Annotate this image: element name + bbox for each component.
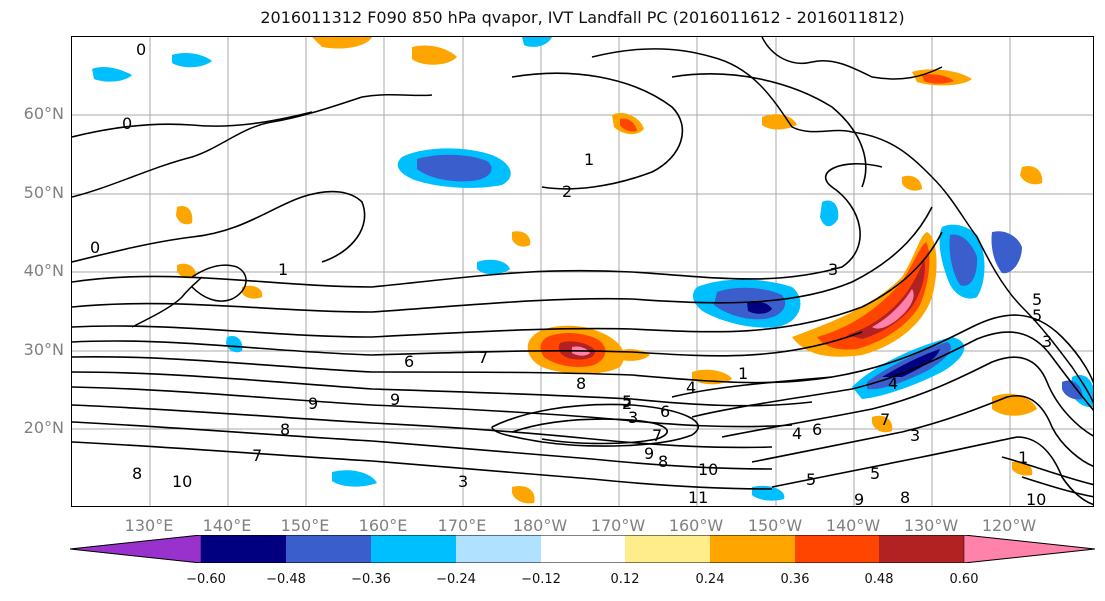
lat-label-60n: 60°N <box>23 104 64 123</box>
contour-label: 3 <box>628 408 638 427</box>
lon-label-150w: 150°W <box>747 516 803 535</box>
contour-label: 7 <box>252 446 262 465</box>
colorbar-tick-label: 0.60 <box>949 572 979 587</box>
contour-label: 7 <box>652 426 662 445</box>
lon-label-170w: 170°W <box>590 516 646 535</box>
contour-label: 5 <box>806 470 816 489</box>
contour-label: 3 <box>910 426 920 445</box>
lon-label-120w: 120°W <box>981 516 1037 535</box>
contour-label: 2 <box>622 394 632 413</box>
colorbar-tick-label: −0.60 <box>186 572 226 587</box>
qvapor-shading <box>92 37 1093 504</box>
colorbar-segment <box>286 535 371 563</box>
contour-label: 1 <box>738 364 748 383</box>
contour-label: 9 <box>644 444 654 463</box>
lon-label-180w: 180°W <box>512 516 568 535</box>
lat-label-50n: 50°N <box>23 183 64 202</box>
map-canvas: 0 0 0 1 2 1 3 6 7 8 9 8 9 8 7 3 4 5 6 7 … <box>72 37 1093 507</box>
contour-label: 6 <box>812 420 822 439</box>
contour-label: 0 <box>122 114 132 133</box>
lat-label-40n: 40°N <box>23 261 64 280</box>
colorbar-segment <box>710 535 795 563</box>
contour-label: 1 <box>1018 448 1028 467</box>
contour-label: 4 <box>686 378 696 397</box>
map-panel: 0 0 0 1 2 1 3 6 7 8 9 8 9 8 7 3 4 5 6 7 … <box>71 36 1094 507</box>
contour-label: 4 <box>888 374 898 393</box>
contour-labels: 0 0 0 1 2 1 3 6 7 8 9 8 9 8 7 3 4 5 6 7 … <box>90 40 1052 507</box>
contour-label: 6 <box>404 352 414 371</box>
contour-label: 11 <box>688 488 708 507</box>
contour-label: 0 <box>136 40 146 59</box>
colorbar-tick-label: 0.48 <box>864 572 894 587</box>
contour-label: 8 <box>132 464 142 483</box>
colorbar-segment <box>541 535 625 563</box>
lon-label-160w: 160°W <box>668 516 724 535</box>
colorbar-tick-label: 0.24 <box>695 572 725 587</box>
colorbar-segment <box>795 535 879 563</box>
colorbar-segment <box>456 535 541 563</box>
lon-label-140w: 140°W <box>825 516 881 535</box>
colorbar-tick-label: −0.48 <box>266 572 306 587</box>
contour-label: 10 <box>172 472 192 491</box>
colorbar-segment <box>371 535 456 563</box>
contour-label: 3 <box>1042 332 1052 351</box>
contour-label: 3 <box>458 472 468 491</box>
contour-label: 0 <box>90 238 100 257</box>
contour-label: 4 <box>792 424 802 443</box>
contour-label: 8 <box>280 420 290 439</box>
colorbar-segment <box>879 535 964 563</box>
contour-label: 1 <box>278 260 288 279</box>
colorbar <box>70 535 1095 563</box>
colorbar-segment <box>201 535 286 563</box>
coastlines <box>72 37 1093 404</box>
contour-label: 5 <box>870 464 880 483</box>
contour-label: 6 <box>660 402 670 421</box>
contour-label: 1 <box>584 150 594 169</box>
colorbar-extend-max <box>963 535 1095 563</box>
lon-label-140e: 140°E <box>202 516 252 535</box>
contour-label: 9 <box>390 390 400 409</box>
contour-label: 5 <box>1032 306 1042 325</box>
contour-label: 10 <box>1026 490 1046 507</box>
colorbar-segment <box>625 535 710 563</box>
contour-label: 8 <box>658 452 668 471</box>
colorbar-tick-label: −0.36 <box>351 572 391 587</box>
lat-label-20n: 20°N <box>23 418 64 437</box>
lon-label-160e: 160°E <box>358 516 408 535</box>
contour-label: 10 <box>698 460 718 479</box>
colorbar-tick-label: −0.24 <box>436 572 476 587</box>
contour-label: 5 <box>622 392 632 411</box>
contour-label: 8 <box>900 488 910 507</box>
contour-label: 2 <box>562 182 572 201</box>
contour-label: 7 <box>478 348 488 367</box>
colorbar-tick-label: 0.12 <box>610 572 640 587</box>
map-title: 2016011312 F090 850 hPa qvapor, IVT Land… <box>260 8 905 27</box>
contour-label: 9 <box>854 490 864 507</box>
colorbar-tick-label: −0.12 <box>521 572 561 587</box>
lon-label-130w: 130°W <box>903 516 959 535</box>
lon-label-170e: 170°E <box>437 516 487 535</box>
contour-label: 8 <box>576 374 586 393</box>
contour-label: 9 <box>308 394 318 413</box>
lat-label-30n: 30°N <box>23 340 64 359</box>
lon-label-150e: 150°E <box>280 516 330 535</box>
ivt-contours <box>72 72 1093 506</box>
contour-label: 3 <box>828 260 838 279</box>
colorbar-tick-label: 0.36 <box>780 572 810 587</box>
colorbar-extend-min <box>70 535 202 563</box>
contour-label: 7 <box>880 410 890 429</box>
graticule <box>72 37 1093 506</box>
contour-label: 5 <box>1032 290 1042 309</box>
lon-label-130e: 130°E <box>124 516 174 535</box>
